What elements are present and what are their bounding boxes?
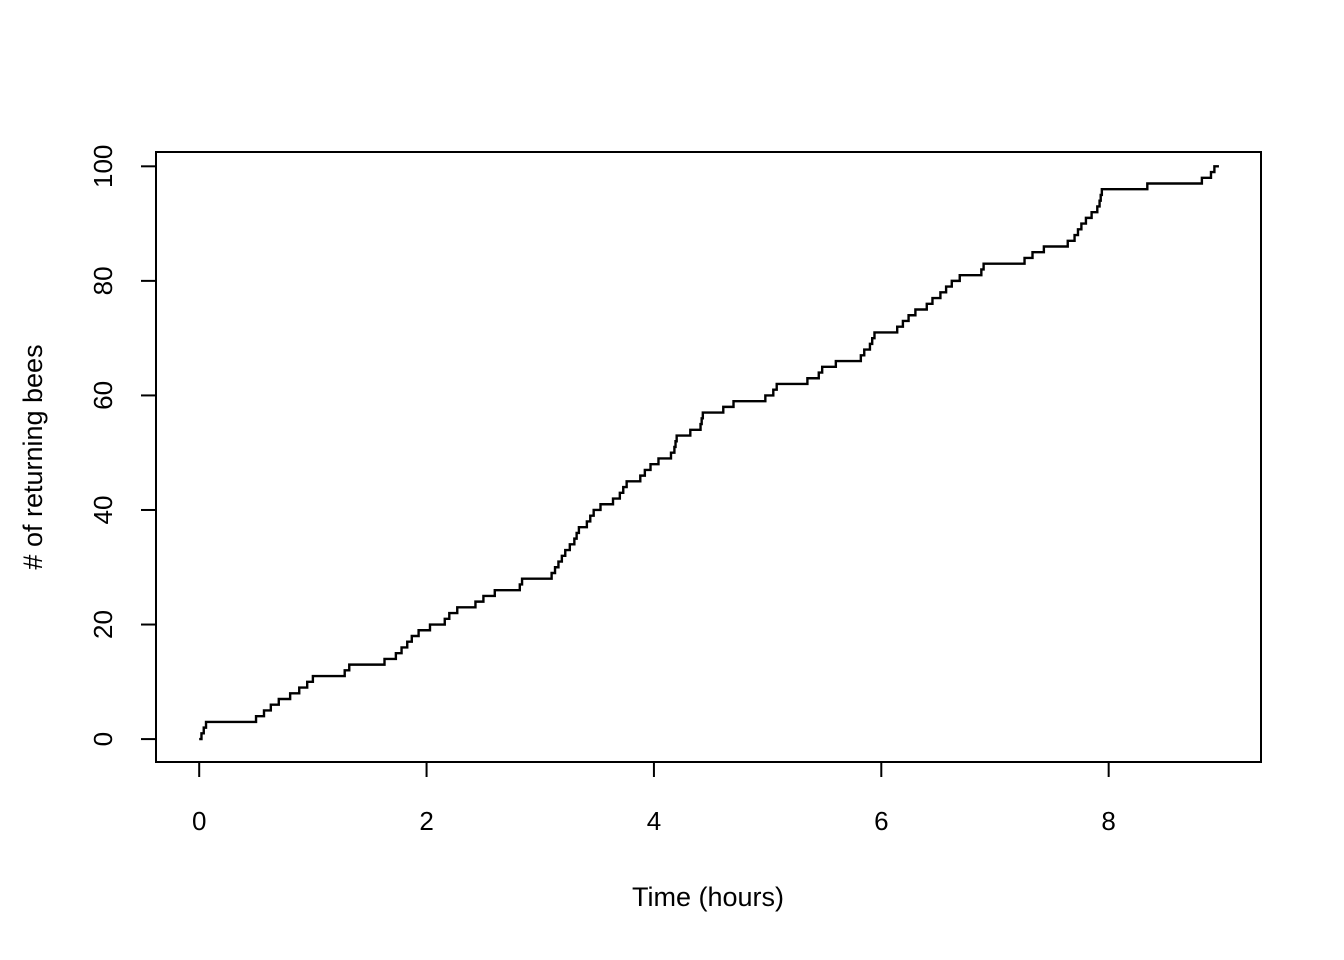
y-tick-label: 100 [88, 145, 118, 188]
x-tick-label: 8 [1101, 806, 1115, 836]
y-axis-title: # of returning bees [18, 344, 48, 569]
x-axis-title: Time (hours) [632, 882, 784, 912]
x-tick-label: 6 [874, 806, 888, 836]
y-tick-label: 0 [88, 732, 118, 746]
y-tick-label: 20 [88, 610, 118, 639]
y-tick-label: 80 [88, 266, 118, 295]
y-tick-label: 40 [88, 496, 118, 525]
x-tick-label: 0 [192, 806, 206, 836]
x-axis-ticks: 0 2 4 6 8 [192, 763, 1116, 836]
plot-border [155, 151, 1262, 763]
y-axis-ticks: 0 20 40 60 80 100 [88, 145, 155, 746]
y-tick-label: 60 [88, 381, 118, 410]
x-tick-label: 2 [419, 806, 433, 836]
step-curve [199, 165, 1219, 741]
x-tick-label: 4 [647, 806, 661, 836]
